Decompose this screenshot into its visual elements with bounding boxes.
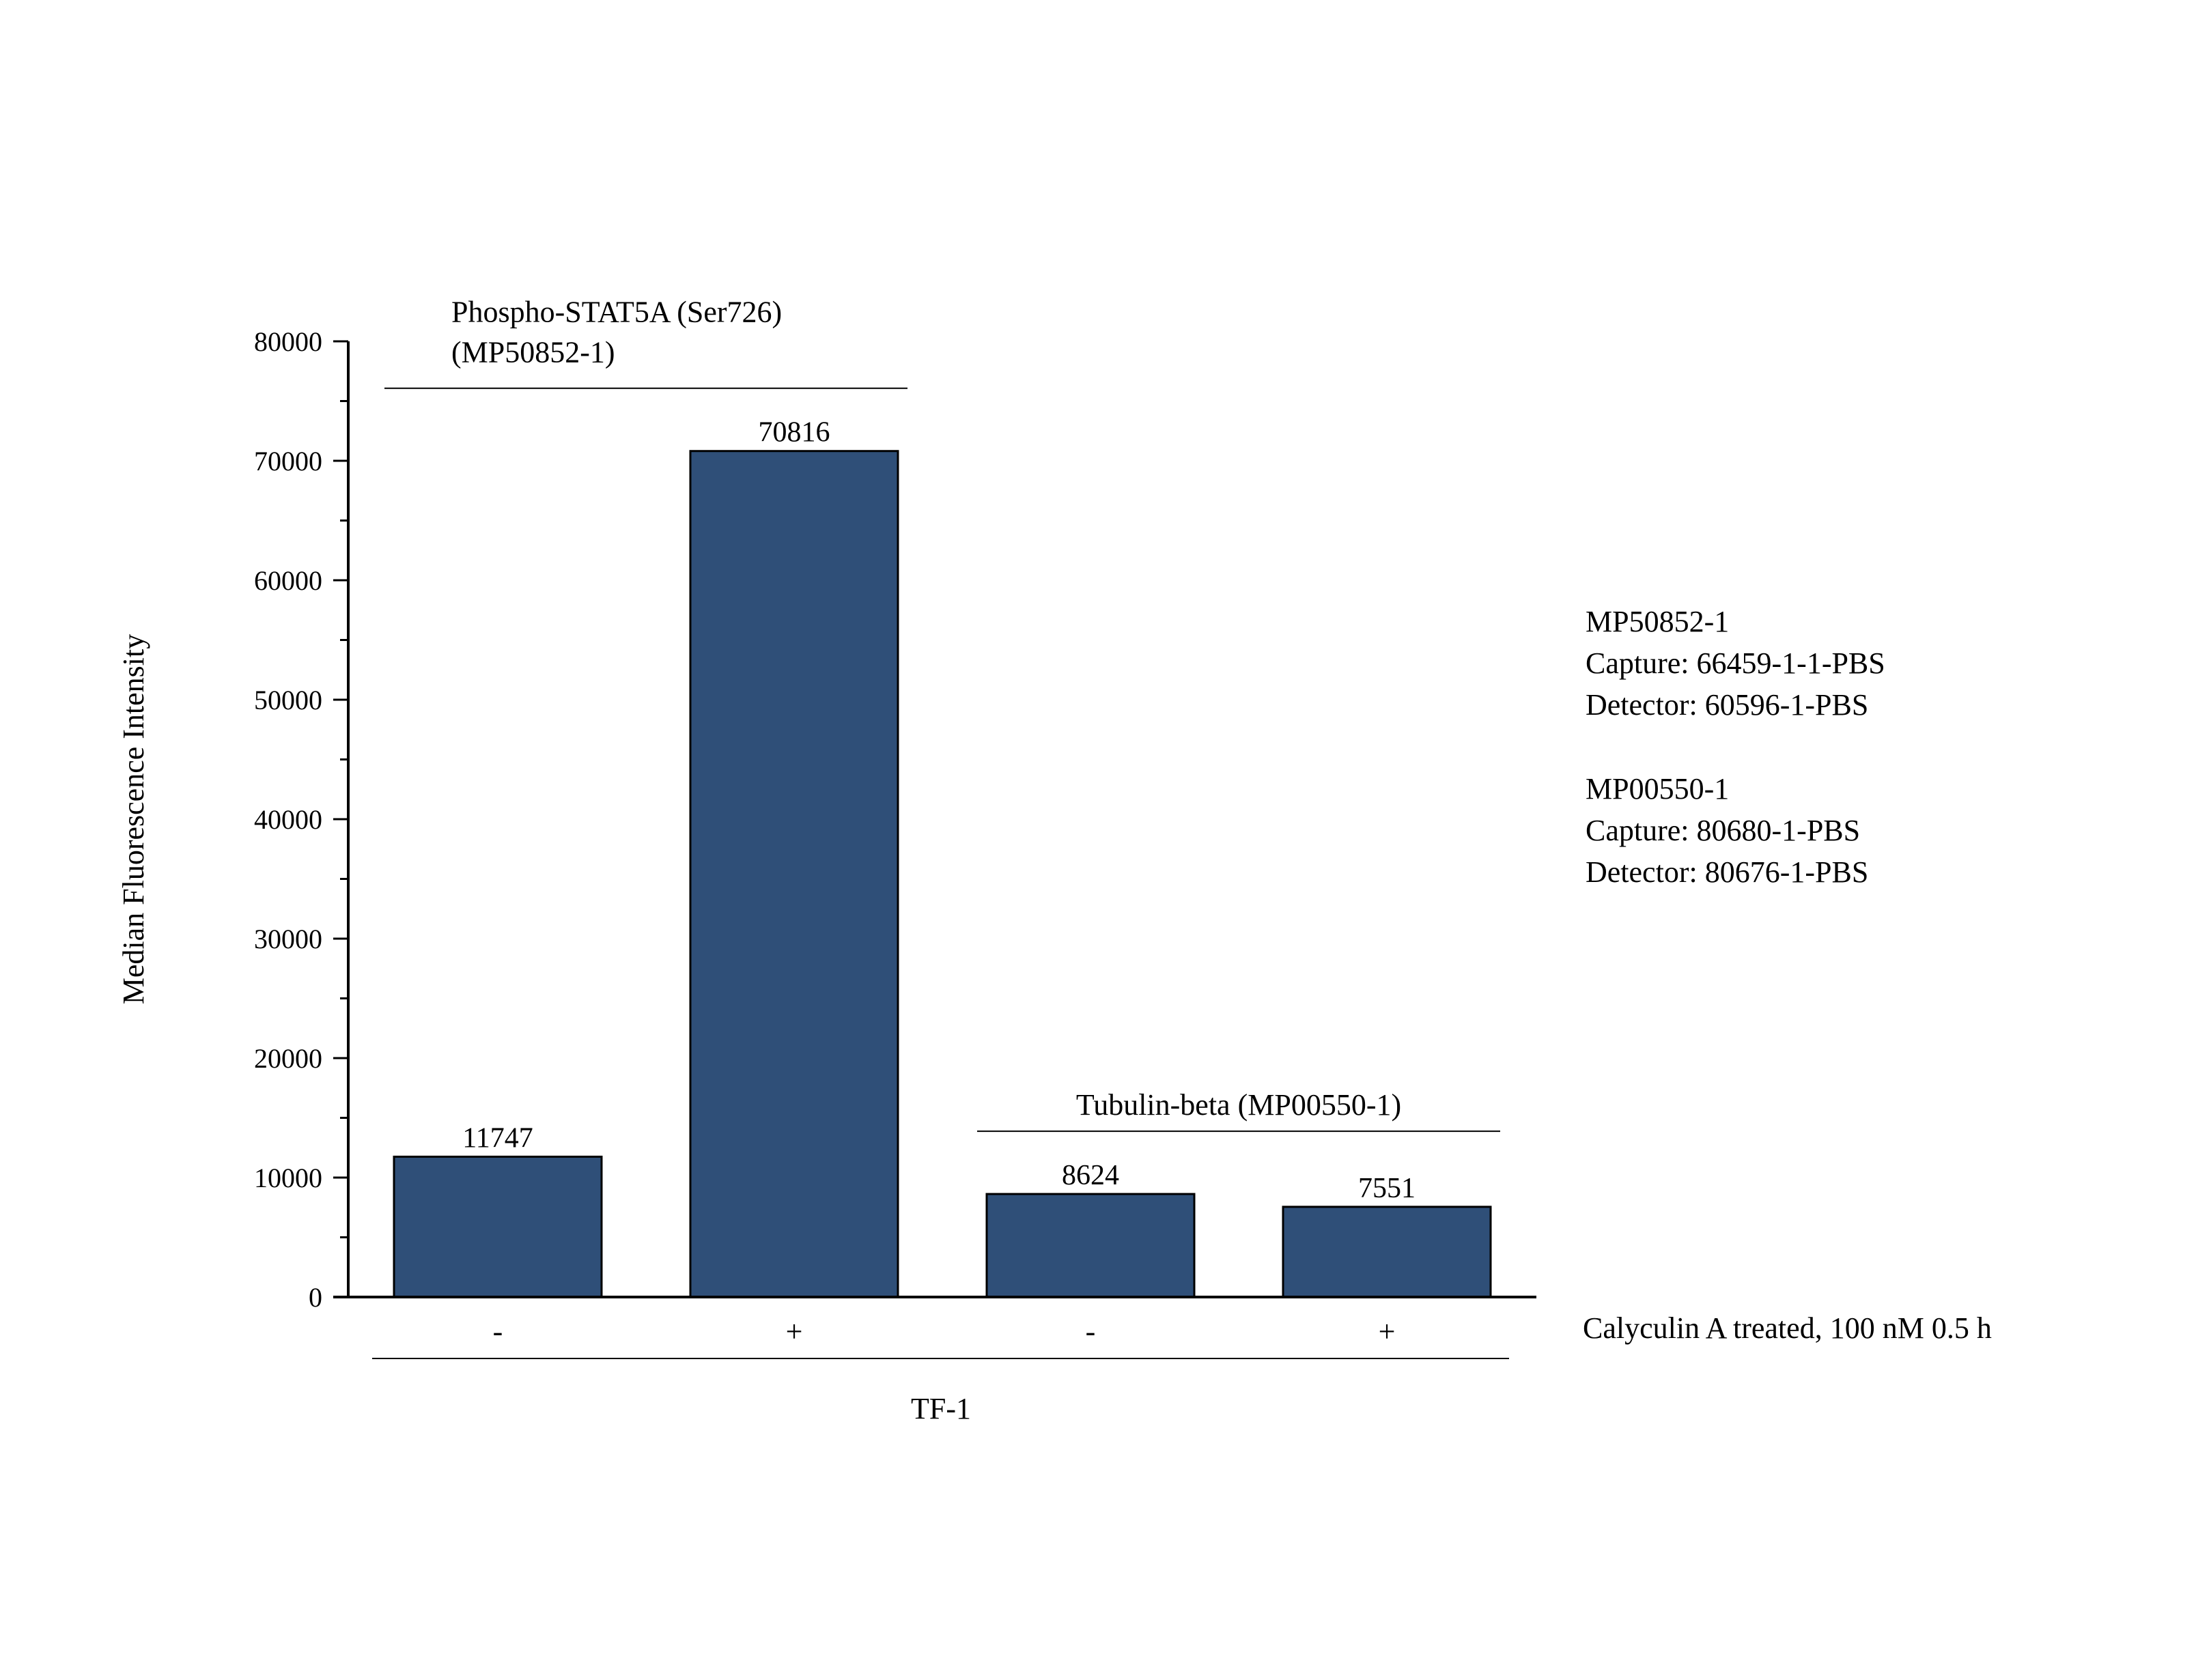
x-axis-label: TF-1	[911, 1392, 971, 1425]
x-axis: - + - +	[333, 1296, 1536, 1348]
info-mp00550-capture: Capture: 80680-1-PBS	[1586, 814, 1860, 847]
group-label-line1: Phospho-STAT5A (Ser726)	[451, 296, 782, 329]
info-mp00550-name: MP00550-1	[1586, 772, 1729, 806]
value-labels: 11747 70816 8624 7551	[462, 417, 1416, 1204]
bar	[393, 1155, 603, 1298]
y-tick-label: 20000	[254, 1043, 322, 1074]
y-axis: 0 10000 20000 30000 40000 50000 60000 70000 8000…	[254, 326, 350, 1313]
group-brackets: Phospho-STAT5A (Ser726) (MP50852-1) Tubuli…	[384, 296, 1500, 1133]
y-tick-label: 60000	[254, 565, 322, 596]
y-tick-label: 70000	[254, 446, 322, 476]
bar-value-label: 70816	[759, 417, 830, 449]
bar	[1282, 1206, 1492, 1298]
bar	[985, 1193, 1196, 1298]
group-label-line2: (MP50852-1)	[451, 336, 615, 369]
info-mp00550-detector: Detector: 80676-1-PBS	[1586, 855, 1868, 889]
bar-value-label: 8624	[1062, 1160, 1119, 1191]
y-tick-label: 40000	[254, 804, 322, 835]
y-axis-label: Median Fluorescence Intensity	[117, 634, 150, 1005]
bar	[689, 450, 899, 1298]
bar-value-label: 7551	[1358, 1173, 1416, 1204]
x-category-label: -	[493, 1315, 503, 1348]
group-label-line1: Tubulin-beta (MP00550-1)	[1076, 1088, 1401, 1122]
info-mp50852-detector: Detector: 60596-1-PBS	[1586, 688, 1868, 722]
info-mp50852-capture: Capture: 66459-1-1-PBS	[1586, 646, 1885, 680]
antibody-info-mp00550: MP00550-1 Capture: 80680-1-PBS Detector:…	[1586, 772, 1868, 889]
y-tick-label: 0	[309, 1282, 322, 1313]
group-bracket-2: Tubulin-beta (MP00550-1)	[977, 1088, 1500, 1133]
x-category-label: +	[1379, 1315, 1396, 1348]
bar-value-label: 11747	[462, 1122, 533, 1154]
antibody-info-mp50852: MP50852-1 Capture: 66459-1-1-PBS Detecto…	[1586, 605, 1885, 722]
bars	[393, 450, 1492, 1298]
x-category-label: +	[786, 1315, 803, 1348]
y-tick-label: 30000	[254, 924, 322, 954]
x-category-label: -	[1086, 1315, 1096, 1348]
info-mp50852-name: MP50852-1	[1586, 605, 1729, 638]
y-tick-label: 10000	[254, 1163, 322, 1193]
treatment-label: Calyculin A treated, 100 nM 0.5 h	[1583, 1311, 1992, 1345]
y-tick-label: 80000	[254, 326, 322, 357]
group-bracket-1: Phospho-STAT5A (Ser726) (MP50852-1)	[384, 296, 907, 389]
y-tick-label: 50000	[254, 685, 322, 715]
